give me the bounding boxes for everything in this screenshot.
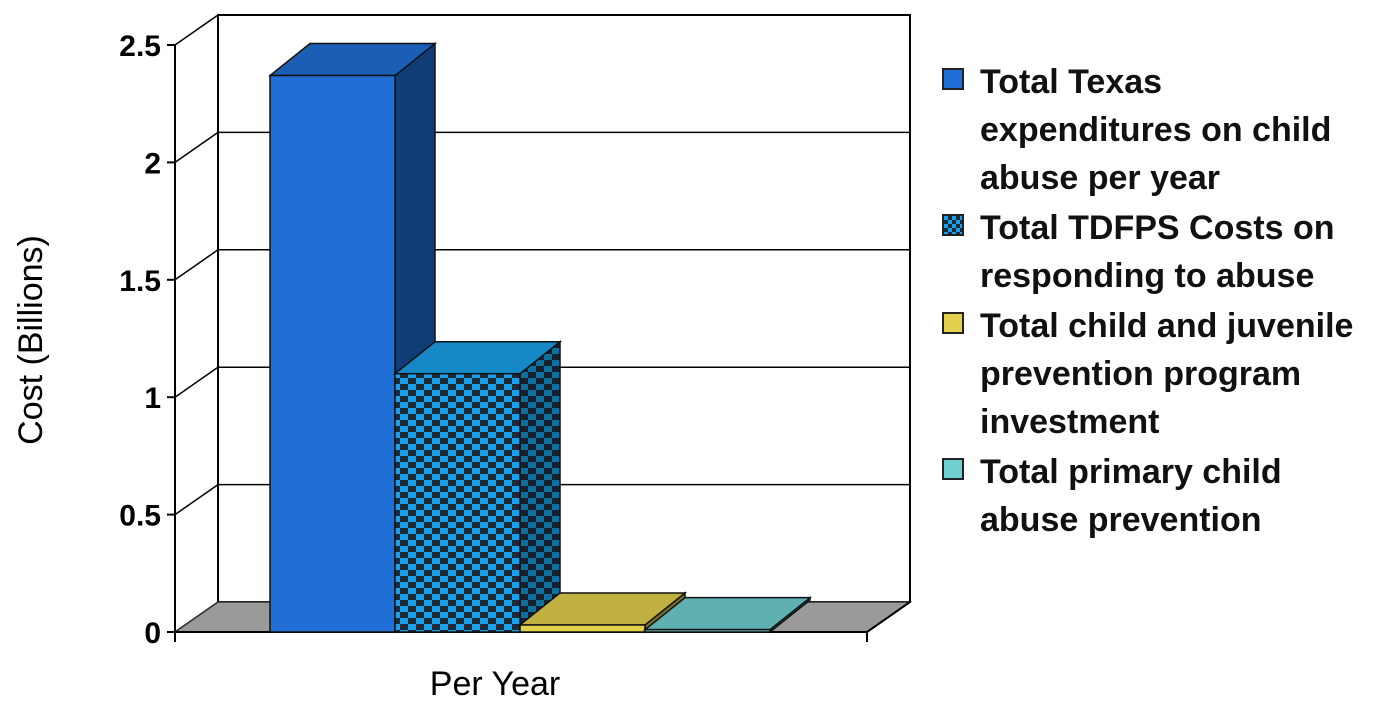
side-gridline	[174, 249, 219, 281]
legend-swatch-primary-prevention	[942, 458, 964, 480]
bar-front	[269, 74, 396, 633]
legend-swatch-tdfps-costs	[942, 214, 964, 236]
x-axis-title: Per Year	[430, 665, 560, 700]
floor-edge	[866, 601, 911, 633]
y-tick-label: 1	[144, 382, 161, 415]
bar-front	[644, 628, 771, 633]
bar-prevention-investment	[517, 591, 688, 634]
legend-swatch-texas-expenditures	[942, 68, 964, 90]
y-tick-labels: 0 0.5 1 1.5 2 2.5	[119, 30, 161, 650]
y-axis-title: Cost (Billions)	[12, 235, 50, 445]
bar-front	[394, 372, 521, 633]
legend-item-prevention-investment: Total child and juvenile prevention prog…	[940, 302, 1370, 446]
y-tick-label: 1.5	[119, 265, 161, 298]
bar-front	[519, 624, 646, 633]
bars	[267, 41, 813, 634]
legend-item-primary-prevention: Total primary child abuse prevention	[940, 448, 1370, 544]
y-tick-label: 0	[144, 617, 161, 650]
y-tick-label: 2	[144, 147, 161, 180]
legend-label: Total Texas expenditures on child abuse …	[980, 63, 1332, 197]
side-gridline	[174, 483, 219, 516]
legend-label: Total child and juvenile prevention prog…	[980, 307, 1354, 441]
y-tick-label: 2.5	[119, 30, 161, 63]
legend-item-tdfps-costs: Total TDFPS Costs on responding to abuse	[940, 204, 1370, 300]
legend: Total Texas expenditures on child abuse …	[940, 58, 1370, 546]
side-gridline	[174, 14, 219, 46]
bar-primary-prevention	[642, 596, 813, 634]
bar-side	[519, 340, 561, 634]
legend-item-texas-expenditures: Total Texas expenditures on child abuse …	[940, 58, 1370, 202]
legend-label: Total primary child abuse prevention	[980, 453, 1282, 539]
legend-swatch-prevention-investment	[942, 312, 964, 334]
legend-label: Total TDFPS Costs on responding to abuse	[980, 209, 1335, 295]
bar-tdfps-costs	[392, 340, 563, 634]
y-tick-label: 0.5	[119, 500, 161, 533]
side-gridline	[174, 131, 219, 164]
side-gridline	[174, 366, 219, 398]
